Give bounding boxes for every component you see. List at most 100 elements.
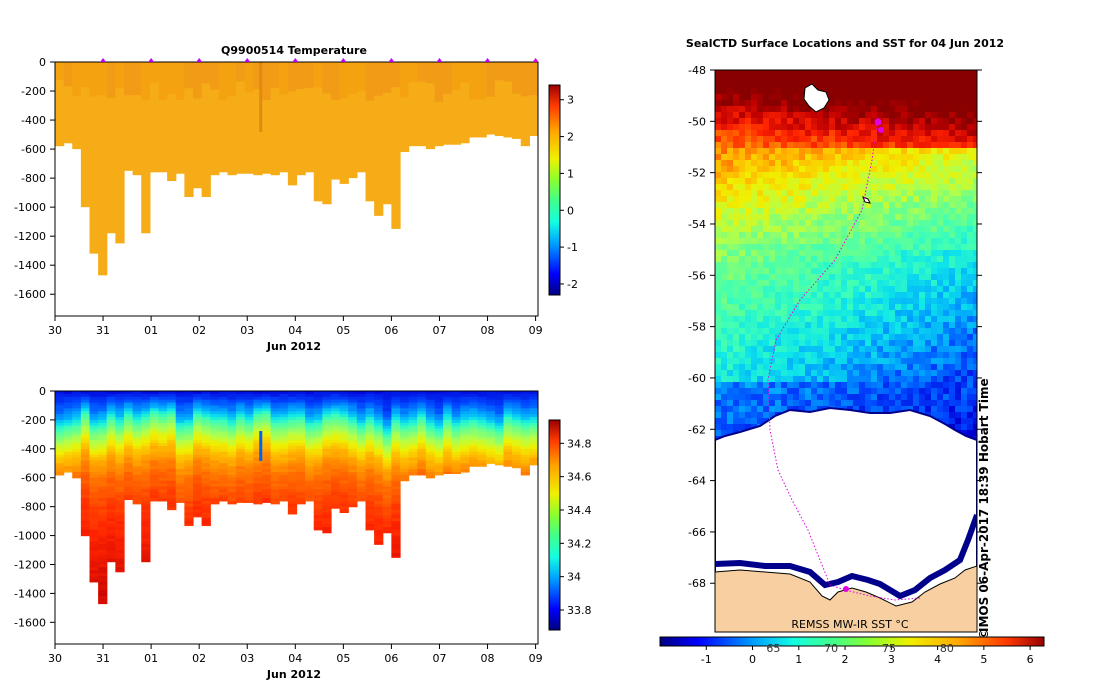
sst-cell — [769, 322, 776, 329]
sst-cell — [967, 238, 974, 245]
temperature-profile-column — [391, 62, 401, 229]
salinity-cell — [253, 454, 263, 459]
sst-cell — [751, 76, 758, 83]
salinity-cell — [322, 422, 332, 427]
salinity-cell — [322, 483, 332, 488]
salinity-cell — [149, 445, 160, 450]
sst-cell — [751, 268, 758, 275]
salinity-cell — [270, 466, 280, 470]
salinity-cell — [193, 457, 203, 461]
salinity-cell — [132, 500, 142, 505]
salinity-cell — [262, 492, 272, 496]
sst-cell — [937, 130, 944, 137]
sst-cell — [763, 358, 770, 365]
salinity-cell — [322, 445, 332, 450]
temperature-profile-column — [158, 62, 168, 173]
sst-cell — [931, 112, 938, 119]
salinity-cell — [486, 411, 496, 415]
sst-cell — [745, 340, 752, 347]
sst-cell — [949, 304, 956, 311]
salinity-cell — [451, 396, 461, 401]
sst-cell — [853, 382, 860, 389]
sst-cell — [823, 382, 830, 389]
sst-cell — [823, 244, 830, 251]
sst-cell — [901, 340, 908, 347]
sst-cell — [943, 352, 950, 359]
sst-cell — [973, 208, 977, 215]
salinity-cell — [460, 431, 470, 435]
sst-cell — [961, 70, 968, 77]
sst-cell — [829, 232, 836, 239]
sst-cell — [859, 142, 866, 149]
salinity-cell — [417, 434, 427, 438]
salinity-cell — [417, 414, 427, 418]
sst-cell — [823, 118, 830, 125]
sst-cell — [757, 286, 764, 293]
salinity-cell — [201, 396, 211, 401]
salinity-cell — [529, 419, 538, 424]
sst-cell — [823, 124, 830, 131]
salinity-cell — [339, 497, 349, 502]
sst-cell — [733, 190, 740, 197]
sst-cell — [799, 112, 806, 119]
salinity-cell — [365, 405, 375, 409]
sst-cell — [955, 286, 962, 293]
sst-cell — [907, 376, 914, 383]
sst-cell — [823, 82, 830, 89]
salinity-cell — [270, 393, 280, 398]
salinity-cell — [227, 445, 237, 450]
salinity-cell — [158, 408, 168, 412]
salinity-cell — [374, 471, 384, 476]
sst-cell — [853, 130, 860, 137]
salinity-cell — [287, 422, 298, 427]
sst-cell — [835, 148, 842, 155]
salinity-cell — [262, 425, 272, 430]
sst-cell — [739, 208, 746, 215]
salinity-cell — [339, 440, 349, 444]
salinity-cell — [106, 541, 116, 545]
salinity-cell — [89, 431, 99, 435]
sst-cell — [787, 232, 794, 239]
salinity-cell — [218, 483, 229, 488]
salinity-cell — [451, 457, 461, 461]
salinity-cell — [356, 495, 367, 499]
sst-cell — [919, 88, 926, 95]
sst-cell — [805, 154, 812, 161]
salinity-cell — [287, 448, 298, 453]
sst-cell — [823, 106, 830, 113]
y-tick-label: -1600 — [14, 616, 46, 629]
salinity-cell — [80, 486, 91, 490]
sst-cell — [883, 232, 890, 239]
salinity-cell — [149, 454, 160, 459]
sst-cell — [811, 214, 818, 221]
salinity-cell — [184, 425, 194, 430]
salinity-cell — [348, 445, 358, 450]
salinity-cell — [184, 515, 194, 519]
salinity-cell — [391, 414, 401, 418]
temperature-profile-column — [236, 62, 246, 174]
sst-cell — [775, 160, 782, 167]
salinity-cell — [477, 451, 487, 456]
sst-cell — [739, 394, 746, 401]
salinity-cell — [167, 451, 177, 456]
sst-cell — [961, 82, 968, 89]
sst-cell — [895, 166, 902, 173]
sst-cell — [913, 94, 920, 101]
salinity-cell — [374, 486, 384, 490]
sst-cell — [877, 154, 884, 161]
salinity-cell — [348, 399, 358, 404]
sst-cell — [781, 370, 788, 377]
salinity-cell — [89, 411, 99, 415]
sst-cell — [889, 400, 896, 407]
salinity-cell — [331, 396, 341, 401]
sst-cell — [787, 76, 794, 83]
sst-cell — [937, 292, 944, 299]
sst-cell — [865, 130, 872, 137]
salinity-cell — [477, 391, 487, 395]
sst-cell — [829, 196, 836, 203]
salinity-cell — [106, 463, 116, 467]
salinity-cell — [443, 396, 453, 401]
salinity-cell — [486, 451, 496, 456]
sst-cell — [937, 148, 944, 155]
sst-cell — [739, 370, 746, 377]
